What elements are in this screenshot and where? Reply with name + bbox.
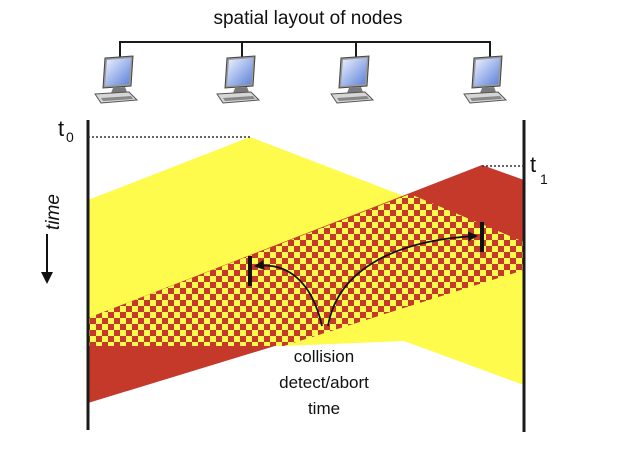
callout-line-3: time xyxy=(308,399,340,418)
diagram-title: spatial layout of nodes xyxy=(213,8,402,29)
t1-letter: t xyxy=(530,152,536,177)
callout-line-1: collision xyxy=(294,347,354,366)
node-bus xyxy=(119,41,491,58)
t0-letter: t xyxy=(58,116,64,141)
node-1-computer-icon xyxy=(94,55,139,104)
collision-overlap-region xyxy=(88,194,524,346)
computer-icon xyxy=(216,55,261,104)
callout-arrow-right xyxy=(327,231,478,327)
yellow-tail-region xyxy=(284,270,524,385)
time-axis: time xyxy=(41,194,64,284)
node-2-computer-icon xyxy=(216,55,261,104)
callout-line-2: detect/abort xyxy=(279,373,369,392)
t1-subscript: 1 xyxy=(540,171,548,187)
signal-propagation xyxy=(88,137,524,403)
node-4-computer-icon xyxy=(463,55,508,104)
node-3-computer-icon xyxy=(330,55,375,104)
callout-arrows xyxy=(254,231,478,327)
t0-marker: t 0 xyxy=(58,116,250,145)
callout-text: collision detect/abort time xyxy=(279,347,369,418)
computer-icon xyxy=(463,55,508,104)
t0-subscript: 0 xyxy=(66,129,74,145)
t1-marker: t 1 xyxy=(482,152,548,187)
callout-arrow-left xyxy=(254,260,323,327)
time-axis-label: time xyxy=(43,194,64,230)
computer-icon xyxy=(94,55,139,104)
computer-icon xyxy=(330,55,375,104)
down-arrow-icon xyxy=(41,272,53,284)
